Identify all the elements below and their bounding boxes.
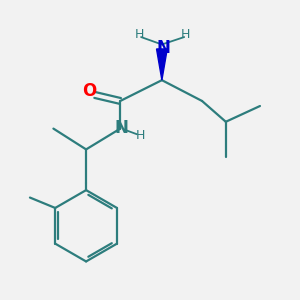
Text: N: N xyxy=(156,39,170,57)
Text: H: H xyxy=(135,28,144,41)
Text: O: O xyxy=(82,82,96,100)
Text: H: H xyxy=(181,28,190,41)
Text: H: H xyxy=(136,129,145,142)
Polygon shape xyxy=(157,49,167,80)
Text: N: N xyxy=(115,119,129,137)
